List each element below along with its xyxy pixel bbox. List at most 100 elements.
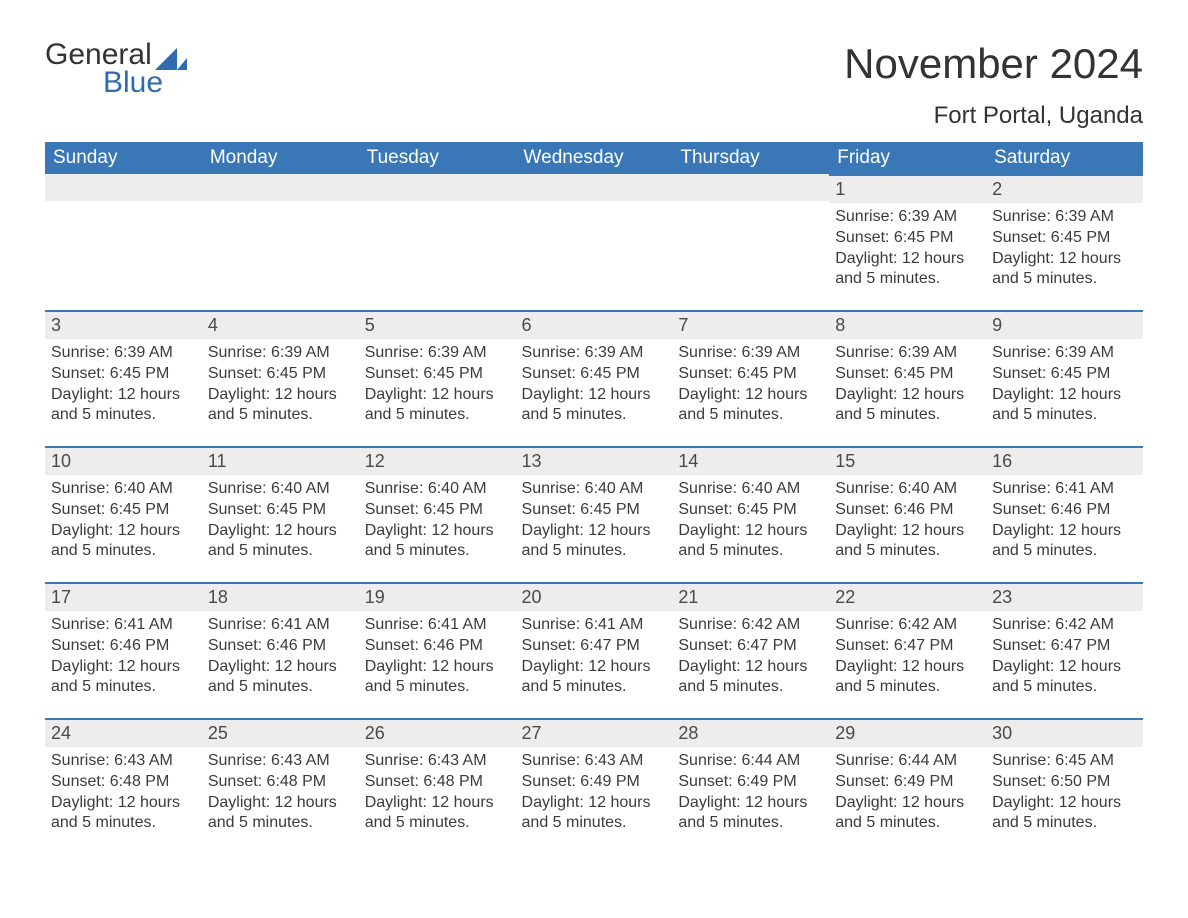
weekday-header: Friday [829, 142, 986, 174]
sunrise-line: Sunrise: 6:39 AM [835, 207, 980, 228]
daylight-line: Daylight: 12 hours and 5 minutes. [365, 521, 510, 563]
sunrise-line: Sunrise: 6:45 AM [992, 751, 1137, 772]
day-details: Sunrise: 6:39 AMSunset: 6:45 PMDaylight:… [986, 339, 1143, 432]
calendar-cell: 1Sunrise: 6:39 AMSunset: 6:45 PMDaylight… [829, 174, 986, 310]
day-number: 16 [986, 446, 1143, 475]
calendar-row: 17Sunrise: 6:41 AMSunset: 6:46 PMDayligh… [45, 582, 1143, 718]
sunset-line: Sunset: 6:48 PM [51, 772, 196, 793]
calendar-cell [45, 174, 202, 310]
daylight-line: Daylight: 12 hours and 5 minutes. [835, 793, 980, 835]
calendar-cell: 4Sunrise: 6:39 AMSunset: 6:45 PMDaylight… [202, 310, 359, 446]
sunset-line: Sunset: 6:45 PM [992, 364, 1137, 385]
daylight-line: Daylight: 12 hours and 5 minutes. [992, 793, 1137, 835]
sunrise-line: Sunrise: 6:41 AM [365, 615, 510, 636]
sunrise-line: Sunrise: 6:40 AM [208, 479, 353, 500]
sunrise-line: Sunrise: 6:43 AM [522, 751, 667, 772]
sunrise-line: Sunrise: 6:39 AM [208, 343, 353, 364]
day-details: Sunrise: 6:41 AMSunset: 6:46 PMDaylight:… [45, 611, 202, 704]
day-number: 9 [986, 310, 1143, 339]
sunrise-line: Sunrise: 6:39 AM [835, 343, 980, 364]
sunset-line: Sunset: 6:45 PM [835, 364, 980, 385]
day-details: Sunrise: 6:40 AMSunset: 6:45 PMDaylight:… [202, 475, 359, 568]
daylight-line: Daylight: 12 hours and 5 minutes. [678, 793, 823, 835]
calendar-cell: 17Sunrise: 6:41 AMSunset: 6:46 PMDayligh… [45, 582, 202, 718]
weekday-header: Thursday [672, 142, 829, 174]
calendar-cell: 10Sunrise: 6:40 AMSunset: 6:45 PMDayligh… [45, 446, 202, 582]
daylight-line: Daylight: 12 hours and 5 minutes. [992, 249, 1137, 291]
sunset-line: Sunset: 6:46 PM [208, 636, 353, 657]
day-details: Sunrise: 6:39 AMSunset: 6:45 PMDaylight:… [202, 339, 359, 432]
calendar-cell: 26Sunrise: 6:43 AMSunset: 6:48 PMDayligh… [359, 718, 516, 854]
day-number: 2 [986, 174, 1143, 203]
daylight-line: Daylight: 12 hours and 5 minutes. [678, 521, 823, 563]
sunrise-line: Sunrise: 6:40 AM [678, 479, 823, 500]
empty-day [202, 174, 359, 201]
day-details: Sunrise: 6:39 AMSunset: 6:45 PMDaylight:… [986, 203, 1143, 296]
day-details: Sunrise: 6:39 AMSunset: 6:45 PMDaylight:… [672, 339, 829, 432]
day-details: Sunrise: 6:42 AMSunset: 6:47 PMDaylight:… [672, 611, 829, 704]
daylight-line: Daylight: 12 hours and 5 minutes. [208, 385, 353, 427]
calendar-body: 1Sunrise: 6:39 AMSunset: 6:45 PMDaylight… [45, 174, 1143, 854]
day-details: Sunrise: 6:43 AMSunset: 6:48 PMDaylight:… [202, 747, 359, 840]
day-number: 21 [672, 582, 829, 611]
day-number: 1 [829, 174, 986, 203]
calendar-row: 24Sunrise: 6:43 AMSunset: 6:48 PMDayligh… [45, 718, 1143, 854]
location-label: Fort Portal, Uganda [844, 102, 1143, 130]
weekday-header: Monday [202, 142, 359, 174]
calendar-cell: 23Sunrise: 6:42 AMSunset: 6:47 PMDayligh… [986, 582, 1143, 718]
sunrise-line: Sunrise: 6:41 AM [522, 615, 667, 636]
calendar-row: 1Sunrise: 6:39 AMSunset: 6:45 PMDaylight… [45, 174, 1143, 310]
day-details: Sunrise: 6:40 AMSunset: 6:45 PMDaylight:… [516, 475, 673, 568]
daylight-line: Daylight: 12 hours and 5 minutes. [835, 385, 980, 427]
daylight-line: Daylight: 12 hours and 5 minutes. [522, 657, 667, 699]
day-details: Sunrise: 6:40 AMSunset: 6:45 PMDaylight:… [45, 475, 202, 568]
calendar-cell: 13Sunrise: 6:40 AMSunset: 6:45 PMDayligh… [516, 446, 673, 582]
sunrise-line: Sunrise: 6:39 AM [51, 343, 196, 364]
sunrise-line: Sunrise: 6:39 AM [992, 343, 1137, 364]
sunset-line: Sunset: 6:45 PM [678, 500, 823, 521]
day-number: 15 [829, 446, 986, 475]
calendar-cell [359, 174, 516, 310]
sunset-line: Sunset: 6:47 PM [835, 636, 980, 657]
sunset-line: Sunset: 6:48 PM [208, 772, 353, 793]
empty-day [45, 174, 202, 201]
sunset-line: Sunset: 6:46 PM [51, 636, 196, 657]
day-number: 6 [516, 310, 673, 339]
sunset-line: Sunset: 6:49 PM [835, 772, 980, 793]
sunset-line: Sunset: 6:46 PM [992, 500, 1137, 521]
sunset-line: Sunset: 6:47 PM [522, 636, 667, 657]
day-number: 26 [359, 718, 516, 747]
day-details: Sunrise: 6:39 AMSunset: 6:45 PMDaylight:… [829, 339, 986, 432]
sunset-line: Sunset: 6:45 PM [522, 364, 667, 385]
weekday-header: Wednesday [516, 142, 673, 174]
calendar-cell: 22Sunrise: 6:42 AMSunset: 6:47 PMDayligh… [829, 582, 986, 718]
sunset-line: Sunset: 6:47 PM [992, 636, 1137, 657]
calendar-cell: 25Sunrise: 6:43 AMSunset: 6:48 PMDayligh… [202, 718, 359, 854]
calendar-cell: 28Sunrise: 6:44 AMSunset: 6:49 PMDayligh… [672, 718, 829, 854]
sunrise-line: Sunrise: 6:41 AM [51, 615, 196, 636]
calendar-cell [202, 174, 359, 310]
daylight-line: Daylight: 12 hours and 5 minutes. [992, 521, 1137, 563]
sunset-line: Sunset: 6:45 PM [522, 500, 667, 521]
calendar-cell: 21Sunrise: 6:42 AMSunset: 6:47 PMDayligh… [672, 582, 829, 718]
daylight-line: Daylight: 12 hours and 5 minutes. [835, 521, 980, 563]
sunrise-line: Sunrise: 6:40 AM [835, 479, 980, 500]
day-details: Sunrise: 6:42 AMSunset: 6:47 PMDaylight:… [986, 611, 1143, 704]
calendar-row: 10Sunrise: 6:40 AMSunset: 6:45 PMDayligh… [45, 446, 1143, 582]
daylight-line: Daylight: 12 hours and 5 minutes. [835, 249, 980, 291]
calendar-cell: 20Sunrise: 6:41 AMSunset: 6:47 PMDayligh… [516, 582, 673, 718]
day-details: Sunrise: 6:41 AMSunset: 6:46 PMDaylight:… [202, 611, 359, 704]
daylight-line: Daylight: 12 hours and 5 minutes. [208, 521, 353, 563]
month-title: November 2024 [844, 40, 1143, 88]
calendar-cell: 14Sunrise: 6:40 AMSunset: 6:45 PMDayligh… [672, 446, 829, 582]
sunrise-line: Sunrise: 6:39 AM [365, 343, 510, 364]
day-number: 11 [202, 446, 359, 475]
day-number: 5 [359, 310, 516, 339]
sunrise-line: Sunrise: 6:43 AM [51, 751, 196, 772]
sunrise-line: Sunrise: 6:44 AM [835, 751, 980, 772]
day-details: Sunrise: 6:39 AMSunset: 6:45 PMDaylight:… [359, 339, 516, 432]
sunset-line: Sunset: 6:45 PM [678, 364, 823, 385]
calendar-cell: 24Sunrise: 6:43 AMSunset: 6:48 PMDayligh… [45, 718, 202, 854]
day-details: Sunrise: 6:44 AMSunset: 6:49 PMDaylight:… [829, 747, 986, 840]
sunset-line: Sunset: 6:45 PM [365, 364, 510, 385]
